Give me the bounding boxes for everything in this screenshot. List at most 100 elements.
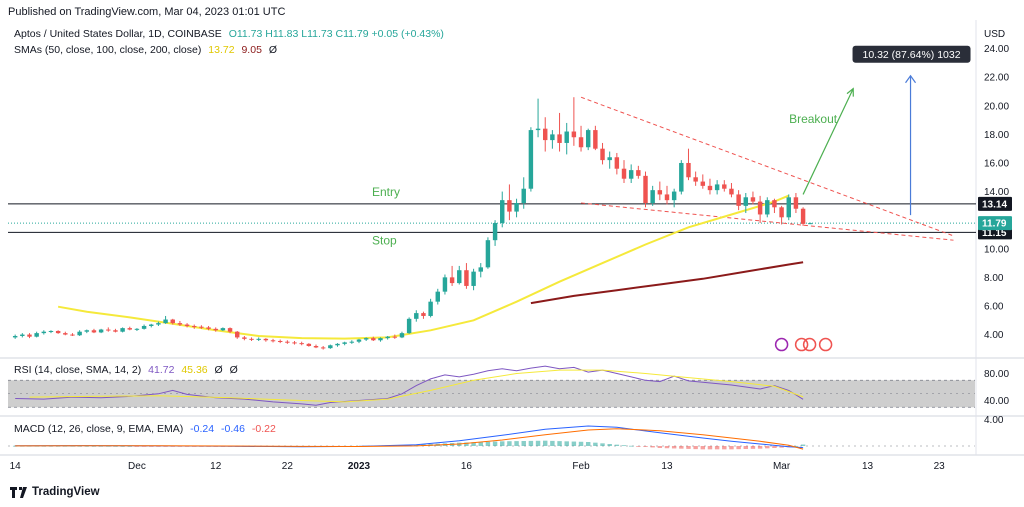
candle[interactable] [571,97,577,146]
candle[interactable] [442,274,448,295]
candle[interactable] [270,338,276,343]
candle[interactable] [686,148,691,181]
candle[interactable] [192,324,197,329]
candle[interactable] [306,343,312,347]
candle[interactable] [84,329,90,334]
candle[interactable] [614,152,620,175]
candle[interactable] [292,340,297,345]
candle[interactable] [27,333,32,339]
candle[interactable] [414,310,419,322]
candle[interactable] [478,263,483,278]
candle[interactable] [550,130,555,149]
candle[interactable] [234,330,240,339]
candle[interactable] [800,207,806,226]
candle[interactable] [500,191,505,228]
candle[interactable] [199,325,204,329]
candle[interactable] [593,125,598,151]
candle[interactable] [20,333,25,338]
candle[interactable] [256,337,261,341]
candle[interactable] [535,98,541,138]
candle[interactable] [679,160,684,195]
sma-legend[interactable]: SMAs (50, close, 100, close, 200, close)… [14,44,281,56]
candle[interactable] [141,324,147,330]
candle[interactable] [714,180,720,195]
candle[interactable] [163,315,168,324]
entry-price-tag[interactable]: 13.14 [978,196,1012,211]
candle[interactable] [127,326,132,331]
candle[interactable] [378,337,383,342]
candle[interactable] [607,151,612,169]
candle[interactable] [48,330,54,334]
candle[interactable] [514,198,519,218]
event-icon-red-1[interactable] [794,337,809,352]
candle[interactable] [263,338,269,342]
wedge-upper-line[interactable] [580,96,954,237]
candle[interactable] [449,265,455,286]
candle[interactable] [206,325,211,331]
candle[interactable] [285,340,290,344]
candle[interactable] [313,344,319,349]
candle[interactable] [471,268,476,291]
candle[interactable] [729,182,734,198]
candle[interactable] [485,237,491,269]
last-price-tag[interactable]: 11.79 [978,216,1012,231]
candle[interactable] [636,165,641,179]
candle[interactable] [399,331,405,339]
candle[interactable] [693,171,698,186]
candle[interactable] [299,341,304,346]
candle[interactable] [757,195,763,224]
symbol-name[interactable]: Aptos / United States Dollar, 1D, COINBA… [14,28,222,40]
candle[interactable] [585,128,591,151]
candle[interactable] [543,117,548,152]
candle[interactable] [177,320,183,326]
candle[interactable] [578,125,584,152]
candle[interactable] [650,185,655,206]
candle[interactable] [220,327,226,331]
event-icon-purple[interactable] [774,337,789,352]
candle[interactable] [91,328,97,334]
candle[interactable] [156,321,161,326]
candle[interactable] [671,188,677,208]
candle[interactable] [421,311,426,319]
candle[interactable] [106,327,111,332]
tradingview-logo[interactable]: TradingView [10,486,100,498]
candle[interactable] [98,328,104,334]
event-icon-red-2[interactable] [802,337,817,352]
candle[interactable] [621,160,627,183]
candle[interactable] [779,205,784,225]
candle[interactable] [657,181,663,201]
candle[interactable] [277,339,283,344]
candle[interactable] [521,177,526,209]
candle[interactable] [120,327,125,333]
candle[interactable] [464,263,469,289]
candle[interactable] [793,193,799,214]
candle[interactable] [70,333,75,336]
event-icon-red-3[interactable] [818,337,833,352]
candle[interactable] [342,341,347,346]
candle[interactable] [34,331,39,338]
candle[interactable] [492,220,498,246]
candle[interactable] [77,330,82,336]
candle[interactable] [406,317,412,334]
candle[interactable] [149,323,154,328]
candle[interactable] [750,191,756,205]
candle[interactable] [808,222,813,225]
candle[interactable] [385,335,390,340]
candle[interactable] [528,127,534,192]
candle[interactable] [227,327,233,334]
candle[interactable] [643,171,648,208]
candle[interactable] [786,194,791,221]
candle[interactable] [707,178,713,195]
candle[interactable] [184,323,190,328]
candle[interactable] [457,265,462,285]
candle[interactable] [242,335,247,341]
candle[interactable] [12,334,18,339]
candle[interactable] [134,328,140,331]
candle[interactable] [564,122,569,155]
breakout-arrow-line[interactable] [802,88,854,195]
candle[interactable] [664,185,670,205]
candle[interactable] [349,340,355,344]
candle[interactable] [428,298,433,318]
candle[interactable] [507,184,512,221]
